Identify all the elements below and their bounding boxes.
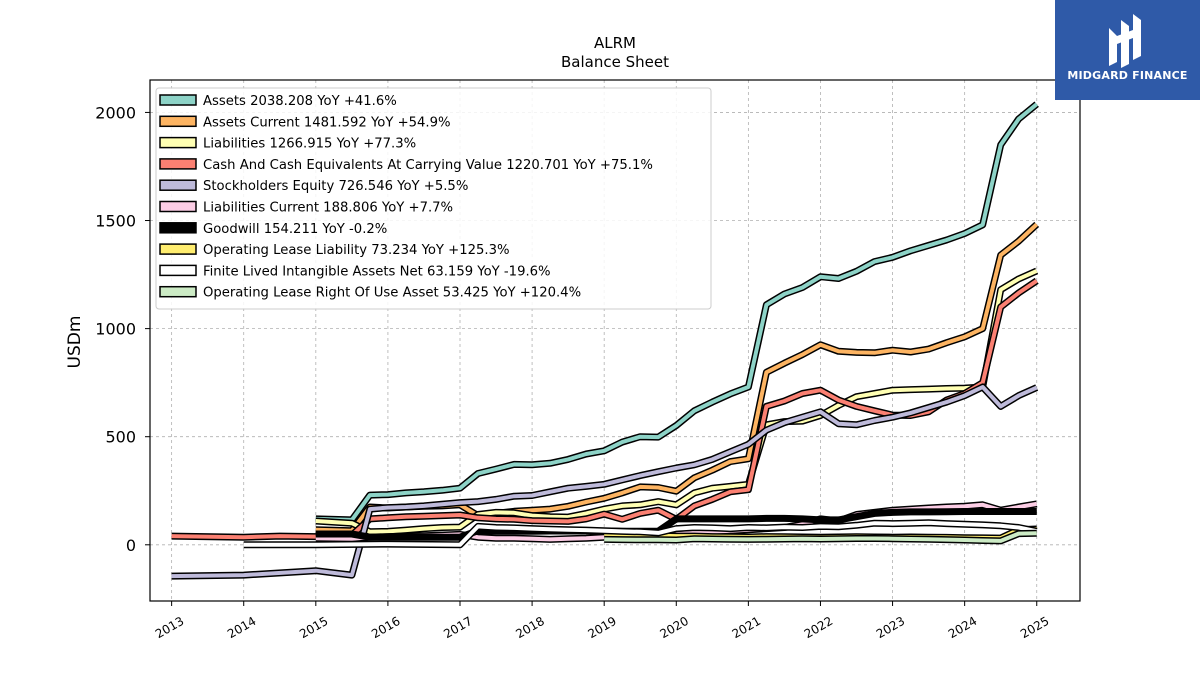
legend-swatch [159,222,197,234]
x-tick-label: 2020 [658,614,691,641]
y-tick-label: 1000 [95,320,136,339]
legend-swatch [159,158,197,170]
series-line [315,269,1038,534]
legend-swatch [159,285,197,298]
brand-logo: MIDGARD FINANCE [1055,0,1200,100]
series-line [315,509,1037,540]
legend-swatch [159,136,197,149]
series-finite-lived-intangible-assets-net [243,519,1038,549]
series-stockholders-equity [171,383,1039,580]
brand-name: MIDGARD FINANCE [1067,69,1188,82]
series-goodwill [315,508,1037,541]
x-tick-label: 2025 [1018,614,1051,641]
series-line [171,385,1038,579]
x-tick-label: 2019 [585,614,618,641]
legend-entry: Cash And Cash Equivalents At Carrying Va… [203,158,653,173]
chart-subtitle: Balance Sheet [561,53,669,71]
x-tick-label: 2018 [513,614,546,641]
legend-entry: Assets Current 1481.592 YoY +54.9% [203,115,451,130]
chart-legend: Assets 2038.208 YoY +41.6% Assets Current… [155,87,712,310]
legend-swatch [159,264,197,277]
legend-entry: Operating Lease Right Of Use Asset 53.42… [203,286,581,301]
x-tick-label: 2021 [730,614,763,641]
legend-swatch [159,115,197,128]
y-tick-label: 500 [105,428,136,447]
legend-swatch [159,179,197,191]
y-tick-label: 0 [126,536,136,555]
series-operating-lease-right-of-use-asset [604,529,1037,545]
series-lines [171,101,1040,580]
legend-entry: Liabilities 1266.915 YoY +77.3% [203,137,416,152]
y-tick-label: 1500 [95,212,136,231]
x-tick-label: 2016 [369,614,402,641]
chart-title: ALRM [594,34,636,52]
x-tick-label: 2014 [225,614,258,641]
x-axis-ticks: 2013 2014 2015 2016 2017 2018 2019 2020 2021 2022… [153,601,1051,641]
series-liabilities [315,267,1039,536]
y-axis-label: USDm [65,316,85,369]
x-tick-label: 2022 [802,614,835,641]
y-axis-ticks: 0 500 1000 1500 2000 [95,103,150,555]
series-line [315,102,1038,522]
legend-swatch [159,243,197,255]
legend-entry: Stockholders Equity 726.546 YoY +5.5% [203,179,468,194]
y-tick-label: 2000 [95,103,136,122]
plot-frame [149,79,1081,602]
series-line [604,531,1037,543]
legend-box [155,87,712,310]
series-line [243,520,1038,547]
legend-swatch [159,94,197,106]
legend-entry: Assets 2038.208 YoY +41.6% [203,94,397,109]
midgard-monogram-icon [1109,14,1141,68]
legend-entry: Operating Lease Liability 73.234 YoY +12… [203,243,510,258]
legend-swatch [159,200,197,213]
x-tick-label: 2023 [874,614,907,641]
series-assets [315,101,1039,524]
x-tick-label: 2015 [297,614,330,641]
x-tick-label: 2024 [946,614,979,641]
legend-entry: Goodwill 154.211 YoY -0.2% [203,222,387,237]
x-tick-label: 2017 [441,614,474,641]
legend-entry: Finite Lived Intangible Assets Net 63.15… [203,264,551,279]
x-tick-label: 2013 [153,614,186,641]
legend-entry: Liabilities Current 188.806 YoY +7.7% [203,201,453,216]
